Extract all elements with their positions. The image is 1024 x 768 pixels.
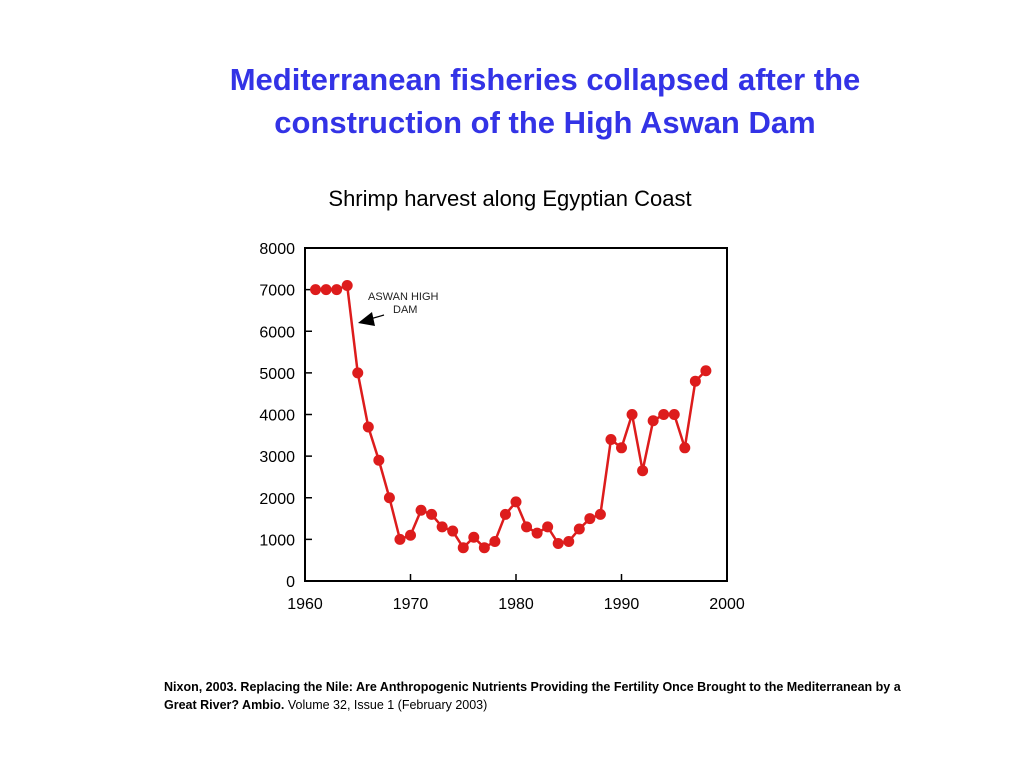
data-point	[405, 529, 416, 541]
data-point	[310, 284, 322, 296]
data-point	[510, 496, 522, 508]
data-point	[594, 508, 606, 520]
data-point	[563, 535, 575, 547]
data-point	[373, 454, 385, 466]
data-point	[341, 279, 353, 291]
data-point	[584, 513, 596, 525]
x-tick-label: 2000	[709, 596, 745, 613]
y-tick-label: 7000	[259, 283, 295, 300]
annotation-line-2: DAM	[393, 304, 417, 316]
data-point	[415, 504, 427, 516]
chart-title: Shrimp harvest along Egyptian Coast	[328, 186, 692, 211]
series-line	[315, 284, 707, 549]
data-point	[637, 465, 649, 477]
data-point	[426, 508, 438, 520]
annotation-arrow-head	[358, 312, 375, 326]
data-point	[383, 492, 395, 504]
data-point	[552, 538, 564, 550]
data-point	[394, 533, 406, 545]
citation-normal: Volume 32, Issue 1 (February 2003)	[284, 698, 488, 712]
data-point	[542, 521, 554, 533]
x-tick-label: 1990	[604, 596, 640, 613]
data-point	[573, 523, 585, 535]
data-point	[352, 367, 364, 379]
y-tick-label: 6000	[259, 324, 295, 341]
data-point	[521, 521, 533, 533]
data-point	[499, 508, 511, 520]
data-point	[468, 531, 480, 543]
data-point	[478, 542, 490, 554]
data-point	[647, 415, 659, 427]
x-tick-label: 1970	[393, 596, 429, 613]
y-tick-label: 4000	[259, 408, 295, 425]
data-point	[658, 409, 670, 420]
slide-title: Mediterranean fisheries collapsed after …	[150, 58, 940, 144]
y-tick-label: 2000	[259, 491, 295, 508]
y-tick-label: 5000	[259, 366, 295, 383]
data-point	[489, 535, 501, 547]
slide-title-line-2: construction of the High Aswan Dam	[274, 105, 816, 140]
citation-bold: Nixon, 2003. Replacing the Nile: Are Ant…	[164, 680, 901, 712]
y-tick-label: 3000	[259, 449, 295, 466]
y-tick-label: 1000	[259, 532, 295, 549]
annotation-line-1: ASWAN HIGH	[368, 291, 439, 303]
data-point	[320, 284, 332, 296]
x-tick-label: 1980	[498, 596, 534, 613]
data-point	[457, 542, 469, 554]
data-point	[447, 525, 459, 537]
data-point	[689, 375, 701, 387]
y-tick-label: 0	[286, 574, 295, 591]
citation: Nixon, 2003. Replacing the Nile: Are Ant…	[164, 678, 924, 714]
data-point	[700, 365, 712, 377]
data-point	[531, 527, 543, 539]
data-point	[679, 442, 691, 454]
data-point	[331, 284, 343, 296]
data-point	[605, 433, 617, 445]
data-point	[362, 421, 374, 433]
x-tick-label: 1960	[287, 596, 323, 613]
y-tick-label: 8000	[259, 241, 295, 258]
data-point	[616, 442, 627, 454]
data-point	[668, 409, 680, 420]
data-point	[436, 521, 448, 533]
data-point	[626, 409, 638, 420]
slide-title-line-1: Mediterranean fisheries collapsed after …	[229, 62, 861, 97]
